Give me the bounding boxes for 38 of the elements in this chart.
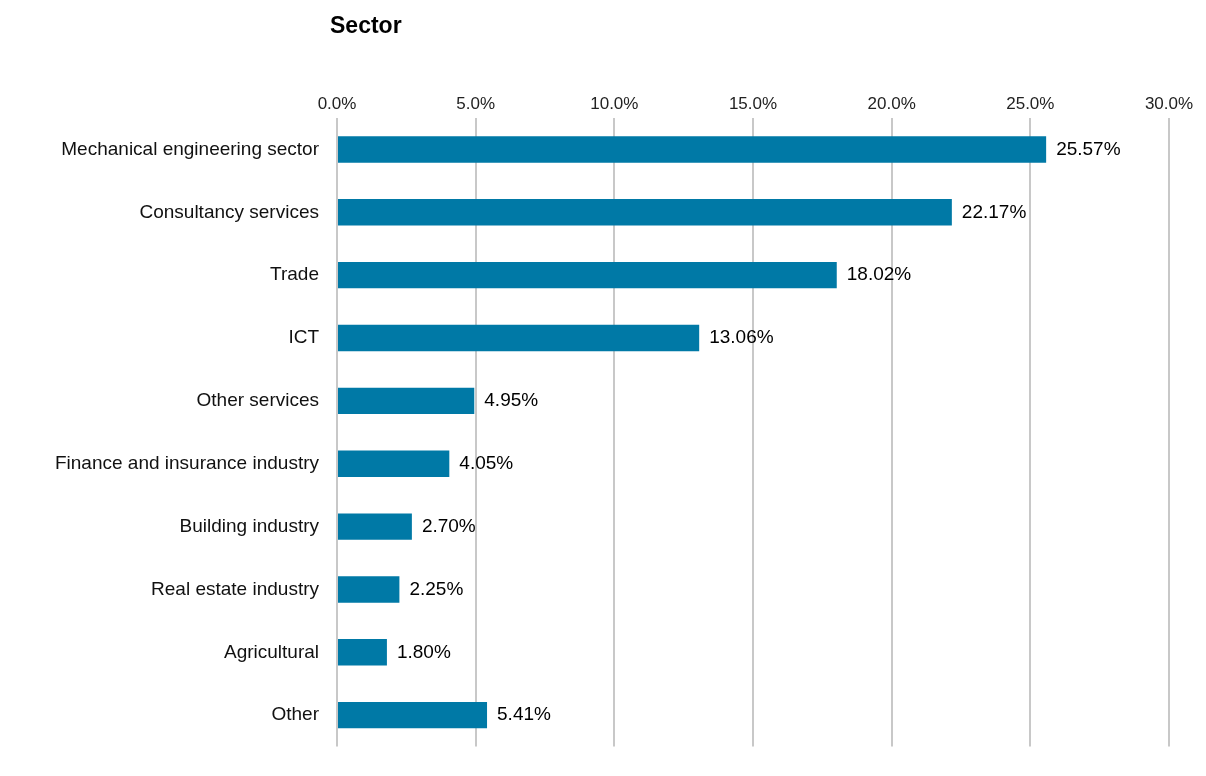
x-tick-label: 15.0%	[728, 94, 778, 114]
y-tick-label: Consultancy services	[139, 200, 319, 222]
y-tick-label: Real estate industry	[151, 577, 320, 599]
y-tick-label: Trade	[270, 263, 319, 285]
bar	[338, 701, 488, 729]
chart-title: Sector	[330, 12, 402, 39]
data-label: 4.95%	[484, 389, 539, 411]
bar	[338, 513, 412, 540]
y-tick-label: ICT	[288, 326, 320, 348]
x-tick-label: 20.0%	[867, 94, 916, 114]
y-tick-label: Finance and insurance industry	[54, 451, 320, 473]
data-label: 22.17%	[961, 200, 1027, 222]
y-tick-label: Other services	[196, 389, 319, 411]
data-label: 18.02%	[846, 263, 912, 285]
bar	[338, 136, 1047, 163]
bar	[338, 199, 952, 226]
bar	[338, 639, 387, 666]
data-label: 2.25%	[409, 577, 464, 599]
data-label: 4.05%	[459, 451, 514, 473]
y-tick-label: Building industry	[179, 514, 320, 536]
bar	[338, 576, 400, 603]
x-tick-label: 0.0%	[317, 94, 357, 114]
x-tick-label: 5.0%	[456, 94, 496, 114]
data-label: 13.06%	[709, 326, 774, 348]
data-label: 1.80%	[396, 640, 451, 662]
y-tick-label: Agricultural	[223, 640, 319, 662]
y-tick-label: Mechanical engineering sector	[61, 137, 320, 159]
bar	[338, 450, 450, 477]
x-tick-label: 10.0%	[590, 94, 639, 114]
data-label: 2.70%	[421, 514, 476, 536]
data-label: 5.41%	[497, 703, 552, 725]
bar	[338, 261, 837, 289]
x-tick-label: 25.0%	[1006, 94, 1055, 114]
y-tick-label: Other	[271, 703, 320, 725]
bar	[338, 324, 700, 352]
bar	[338, 387, 475, 415]
x-tick-label: 30.0%	[1144, 94, 1194, 114]
data-label: 25.57%	[1056, 137, 1121, 159]
